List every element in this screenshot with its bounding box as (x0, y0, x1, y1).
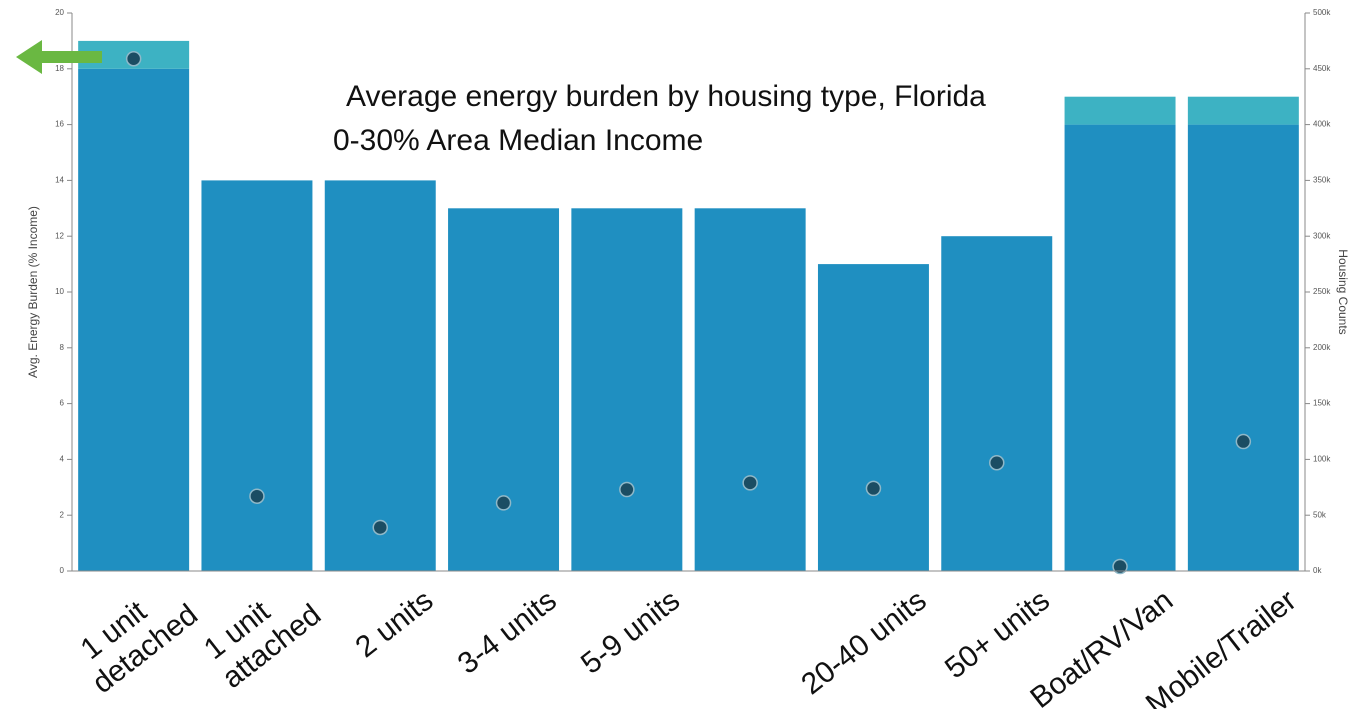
y2-tick-label: 200k (1313, 343, 1331, 352)
point (742, 475, 758, 491)
chart-subtitle: 0-30% Area Median Income (333, 124, 703, 157)
bar-segment (448, 208, 560, 572)
bar-segment (817, 264, 929, 571)
y2-tick-label: 50k (1313, 510, 1327, 519)
x-tick-label: 1 unit attached (195, 571, 327, 695)
chart-title: Average energy burden by housing type, F… (346, 80, 986, 113)
y-tick-label: 18 (55, 64, 64, 73)
x-tick-label: 20-40 units (795, 584, 932, 701)
point (619, 481, 635, 498)
y2-axis-label: Housing Counts (1336, 249, 1350, 334)
y2-tick-label: 250k (1313, 287, 1331, 296)
y2-tick-label: 400k (1313, 120, 1331, 129)
y2-tick-label: 100k (1313, 455, 1331, 464)
y2-tick-label: 500k (1313, 8, 1331, 17)
point (372, 519, 388, 536)
y-tick-label: 10 (55, 287, 64, 296)
bar-segment (694, 208, 806, 572)
point (495, 495, 512, 511)
y-axis-label: Avg. Energy Burden (% Income) (26, 206, 40, 378)
y2-tick-label: 0k (1313, 566, 1322, 575)
bar-segment (78, 68, 190, 572)
bar-segment (1064, 124, 1176, 571)
point (1235, 433, 1252, 450)
y-tick-label: 8 (60, 343, 65, 352)
y-tick-label: 6 (60, 399, 65, 408)
bar-segment (1064, 96, 1176, 125)
bar-segment (571, 208, 683, 572)
bar-segment (941, 236, 1053, 571)
point (249, 488, 265, 504)
y-tick-label: 2 (60, 510, 65, 519)
back-arrow (16, 40, 102, 74)
bar-segment (1187, 96, 1299, 125)
y-tick-label: 4 (60, 455, 65, 464)
bar-segment (201, 180, 313, 571)
y-tick-label: 16 (55, 120, 64, 129)
bar-segment (1187, 124, 1299, 571)
y2-tick-label: 300k (1313, 231, 1331, 240)
x-tick-label: 50+ units (939, 584, 1056, 685)
x-tick-label: 3-4 units (452, 584, 563, 681)
y2-tick-label: 450k (1313, 64, 1331, 73)
point (1112, 558, 1128, 575)
x-tick-label: 5-9 units (575, 584, 686, 681)
bar-segment (324, 180, 436, 571)
y-tick-label: 0 (60, 566, 65, 575)
y2-tick-label: 150k (1313, 399, 1331, 408)
x-tick-label: 1 unit detached (65, 571, 204, 700)
x-tick-label: 2 units (349, 584, 439, 664)
y2-tick-label: 350k (1313, 176, 1331, 185)
point (989, 454, 1005, 471)
y-tick-label: 20 (55, 8, 64, 17)
point (865, 480, 882, 497)
y-tick-label: 14 (55, 176, 64, 185)
point (125, 51, 142, 67)
y-tick-label: 12 (55, 231, 64, 240)
